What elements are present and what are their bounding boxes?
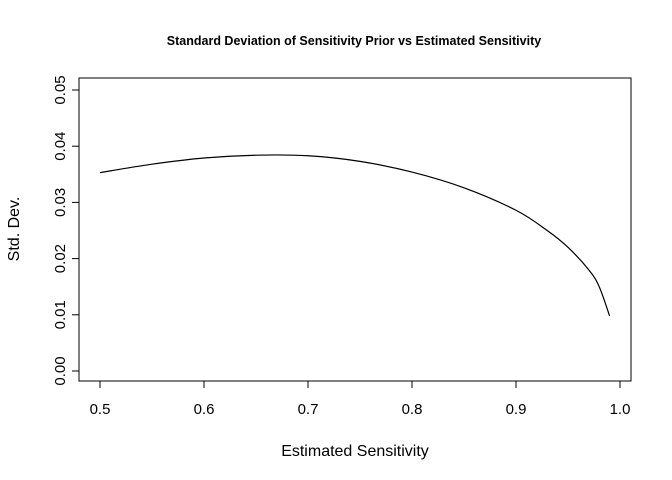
x-axis: 0.5 0.6 0.7 0.8 0.9 1.0 <box>90 380 631 418</box>
x-tick-label: 0.7 <box>298 401 319 418</box>
y-tick-label: 0.02 <box>52 244 69 273</box>
y-tick-label: 0.04 <box>52 132 69 161</box>
y-tick-label: 0.00 <box>52 356 69 385</box>
y-tick-label: 0.03 <box>52 188 69 217</box>
y-axis: 0.00 0.01 0.02 0.03 0.04 0.05 <box>52 75 80 386</box>
x-tick-label: 0.8 <box>402 401 423 418</box>
x-tick-label: 1.0 <box>610 401 631 418</box>
x-axis-label: Estimated Sensitivity <box>281 443 429 460</box>
x-tick-label: 0.5 <box>90 401 111 418</box>
series-line <box>99 154 611 317</box>
x-tick-label: 0.9 <box>506 401 527 418</box>
x-tick-label: 0.6 <box>194 401 215 418</box>
chart-title: Standard Deviation of Sensitivity Prior … <box>167 34 541 48</box>
y-tick-label: 0.01 <box>52 300 69 329</box>
y-tick-label: 0.05 <box>52 75 69 104</box>
y-axis-label: Std. Dev. <box>6 197 23 262</box>
plot-frame <box>78 77 632 382</box>
